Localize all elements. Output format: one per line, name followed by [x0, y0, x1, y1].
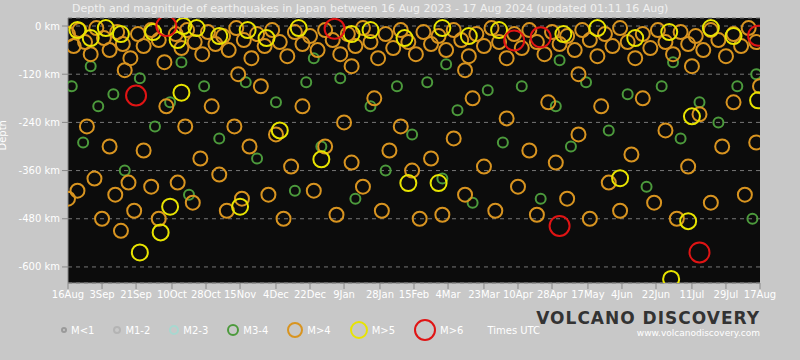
svg-text:17May: 17May [571, 289, 604, 300]
svg-text:15Nov: 15Nov [224, 289, 256, 300]
svg-text:-480 km: -480 km [19, 213, 60, 224]
svg-text:-120 km: -120 km [19, 69, 60, 80]
svg-text:28Jan: 28Jan [366, 289, 394, 300]
html-text:M>5: M>5 [371, 324, 395, 336]
html-text:M1-2: M1-2 [125, 324, 151, 336]
svg-text:28Oct: 28Oct [191, 289, 221, 300]
svg-text:4Jun: 4Jun [611, 289, 633, 300]
svg-text:4Dec: 4Dec [263, 289, 289, 300]
svg-text:21Sep: 21Sep [120, 289, 152, 300]
html-text:VOLCANO DISCOVERY: VOLCANO DISCOVERY [536, 308, 760, 328]
svg-text:28Apr: 28Apr [537, 289, 568, 300]
html-text:Depth and magnitude of earthqu: Depth and magnitude of earthquakes in Ja… [72, 2, 669, 15]
svg-text:29Jul: 29Jul [714, 289, 739, 300]
svg-text:4Mar: 4Mar [435, 289, 461, 300]
svg-text:10Apr: 10Apr [503, 289, 534, 300]
svg-text:22Jun: 22Jun [642, 289, 670, 300]
svg-text:0 km: 0 km [35, 21, 60, 32]
svg-text:3Sep: 3Sep [89, 289, 114, 300]
svg-text:23Mar: 23Mar [468, 289, 500, 300]
html-text:M>4: M>4 [307, 324, 331, 336]
svg-text:15Feb: 15Feb [399, 289, 429, 300]
svg-text:22Dec: 22Dec [294, 289, 326, 300]
html-text:M2-3: M2-3 [183, 324, 209, 336]
html-text:www.volcanodiscovery.com: www.volcanodiscovery.com [636, 328, 760, 338]
html-text:M3-4: M3-4 [243, 324, 269, 336]
html-text:M<1: M<1 [71, 324, 95, 336]
svg-text:10Oct: 10Oct [157, 289, 187, 300]
html-text:Times UTC: Times UTC [487, 324, 541, 336]
svg-text:11Jul: 11Jul [680, 289, 705, 300]
svg-text:-240 km: -240 km [19, 117, 60, 128]
svg-text:-600 km: -600 km [19, 261, 60, 272]
svg-text:16Aug: 16Aug [52, 289, 84, 300]
html-text:M>6: M>6 [440, 324, 464, 336]
svg-text:-360 km: -360 km [19, 165, 60, 176]
svg-text:9Jan: 9Jan [333, 289, 355, 300]
svg-text:17Aug: 17Aug [744, 289, 776, 300]
